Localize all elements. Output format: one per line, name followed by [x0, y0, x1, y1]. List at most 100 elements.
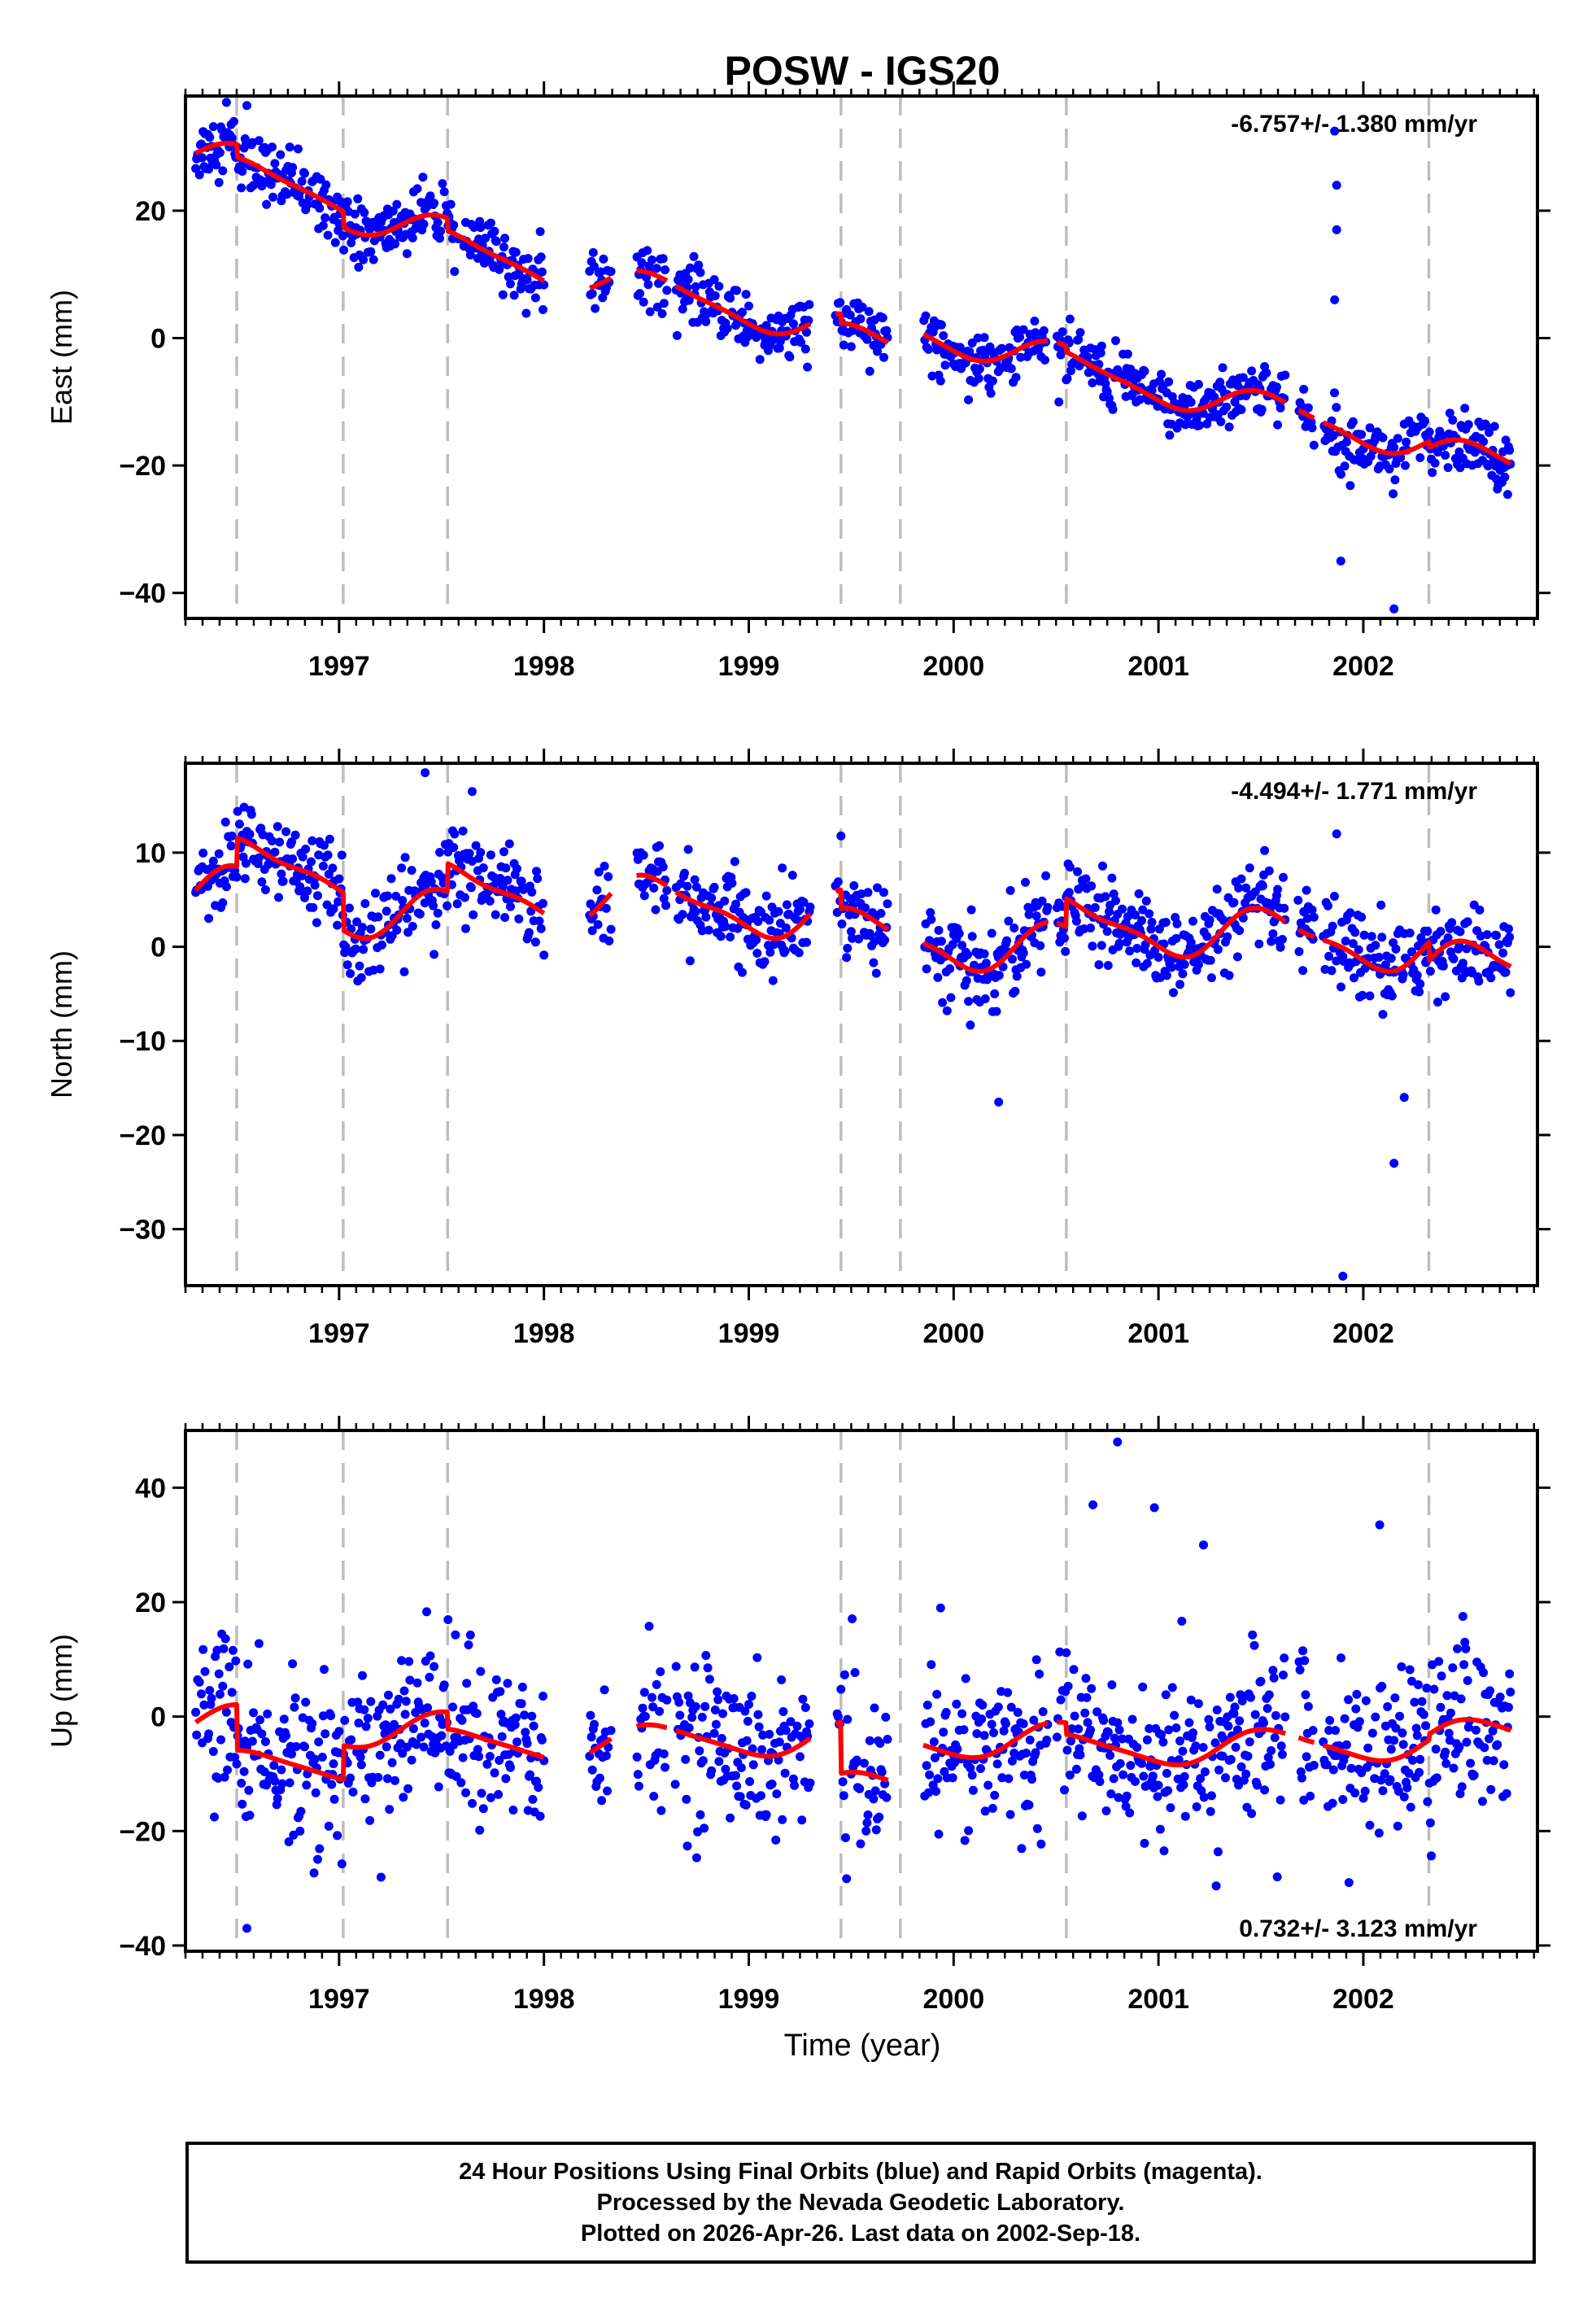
- data-point: [803, 362, 813, 372]
- data-point: [1330, 892, 1339, 901]
- data-point: [741, 290, 751, 299]
- data-point: [469, 223, 479, 232]
- data-point: [1258, 881, 1267, 891]
- data-point: [1131, 910, 1140, 919]
- data-point: [471, 841, 481, 850]
- data-point: [753, 1710, 763, 1719]
- data-point: [921, 311, 931, 321]
- data-point: [525, 1770, 534, 1780]
- data-point: [506, 279, 515, 289]
- data-point: [490, 226, 499, 236]
- x-tick-label: 2001: [1127, 1984, 1189, 2015]
- data-point: [1029, 1715, 1039, 1725]
- data-point: [993, 1702, 1003, 1712]
- data-point: [986, 388, 996, 398]
- data-point: [1499, 1760, 1509, 1770]
- data-point: [231, 1656, 241, 1666]
- data-point: [337, 1859, 347, 1869]
- data-point: [756, 1791, 765, 1801]
- data-point: [443, 1615, 453, 1624]
- data-point: [1481, 421, 1491, 430]
- data-point: [500, 234, 510, 243]
- data-point: [289, 1830, 299, 1840]
- footer-line-1: 24 Hour Positions Using Final Orbits (bl…: [459, 2159, 1262, 2185]
- data-point: [1266, 1759, 1275, 1769]
- data-point: [859, 1758, 869, 1768]
- data-point: [774, 1755, 783, 1765]
- data-point: [530, 293, 540, 303]
- data-point: [870, 937, 879, 946]
- data-point: [863, 1810, 873, 1819]
- data-point: [1505, 1669, 1515, 1679]
- data-point: [1137, 1758, 1146, 1768]
- data-point: [802, 937, 811, 947]
- data-point: [698, 1756, 708, 1766]
- data-point: [439, 187, 449, 197]
- data-point: [1417, 1697, 1427, 1706]
- data-point: [360, 207, 369, 217]
- rate-annotation: 0.732+/- 3.123 mm/yr: [1239, 1915, 1477, 1942]
- data-point: [373, 912, 383, 922]
- data-point: [1213, 945, 1223, 954]
- data-point: [1327, 966, 1337, 976]
- data-point: [761, 321, 771, 330]
- data-point: [405, 1675, 415, 1685]
- data-point: [865, 1736, 874, 1745]
- data-point: [1375, 1520, 1385, 1530]
- data-point: [1163, 1786, 1173, 1796]
- data-point: [1386, 954, 1396, 963]
- data-point: [242, 1924, 251, 1933]
- data-point: [1345, 908, 1355, 918]
- data-point: [1178, 1746, 1188, 1756]
- data-point: [862, 334, 872, 344]
- data-point: [539, 1692, 547, 1701]
- data-point: [210, 1812, 219, 1822]
- data-point: [979, 1731, 989, 1740]
- data-point: [1399, 1093, 1409, 1103]
- data-point: [1158, 1737, 1168, 1747]
- data-point: [1448, 415, 1458, 425]
- data-point: [1410, 1697, 1419, 1707]
- data-point: [1357, 912, 1367, 922]
- data-point: [333, 920, 342, 930]
- data-point: [1337, 469, 1345, 479]
- data-point: [1374, 952, 1384, 962]
- data-point: [710, 291, 720, 300]
- data-point: [430, 199, 439, 208]
- data-point: [1425, 967, 1435, 976]
- data-point: [658, 862, 668, 871]
- data-point: [593, 919, 603, 929]
- data-point: [802, 327, 811, 337]
- data-point: [288, 854, 298, 863]
- data-point: [732, 286, 742, 295]
- data-point: [1341, 1740, 1351, 1749]
- data-point: [1433, 448, 1442, 457]
- data-point: [1199, 1793, 1209, 1802]
- data-point: [1269, 1673, 1279, 1683]
- data-point: [977, 1714, 987, 1724]
- data-point: [1041, 871, 1051, 880]
- data-point: [388, 206, 398, 216]
- data-point: [416, 1732, 426, 1742]
- data-point: [290, 1702, 299, 1712]
- data-point: [205, 1686, 215, 1695]
- data-point: [464, 1640, 473, 1649]
- data-point: [435, 1713, 444, 1722]
- data-point: [735, 1792, 745, 1802]
- data-point: [1238, 913, 1248, 923]
- data-point: [1298, 1646, 1308, 1656]
- data-point: [741, 888, 751, 898]
- data-point: [197, 1689, 206, 1699]
- data-point: [352, 917, 362, 927]
- data-point: [846, 927, 856, 937]
- data-point: [1363, 1743, 1373, 1753]
- data-point: [952, 1699, 962, 1709]
- data-point: [1485, 428, 1494, 437]
- data-point: [1358, 1793, 1368, 1803]
- data-point: [935, 1603, 945, 1613]
- data-point: [348, 1787, 358, 1797]
- data-point: [1414, 1680, 1423, 1689]
- data-point: [449, 221, 459, 230]
- data-point: [927, 1660, 936, 1670]
- data-point: [1346, 1763, 1356, 1773]
